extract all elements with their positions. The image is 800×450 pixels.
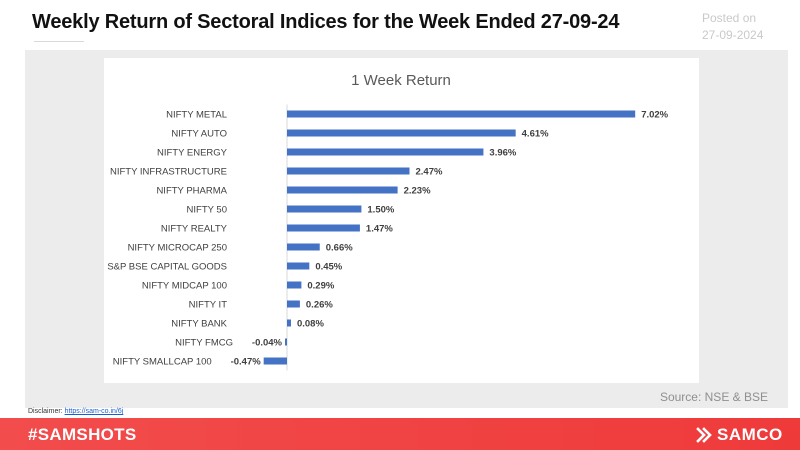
category-label: NIFTY REALTY xyxy=(161,224,228,235)
bar xyxy=(287,319,291,327)
data-label: 0.29% xyxy=(307,281,334,292)
bar xyxy=(287,186,398,194)
category-label: NIFTY PHARMA xyxy=(156,186,227,197)
category-label: S&P BSE CAPITAL GOODS xyxy=(107,262,227,273)
footer-banner: #SAMSHOTS SAMCO xyxy=(0,418,800,450)
data-label: 0.26% xyxy=(306,300,333,311)
page-title: Weekly Return of Sectoral Indices for th… xyxy=(32,11,620,33)
data-label: 1.50% xyxy=(367,205,394,216)
bar xyxy=(287,262,310,270)
data-label: 4.61% xyxy=(522,129,549,140)
title-underline xyxy=(34,41,84,42)
posted-date-block: Posted on 27-09-2024 xyxy=(702,10,763,44)
posted-label: Posted on xyxy=(702,11,757,25)
data-label: 0.08% xyxy=(297,319,324,330)
data-label: 7.02% xyxy=(641,110,668,121)
header: Weekly Return of Sectoral Indices for th… xyxy=(0,0,800,50)
data-label: -0.47% xyxy=(231,357,262,368)
data-label: 3.96% xyxy=(489,148,516,159)
data-label: 0.66% xyxy=(326,243,353,254)
category-label: NIFTY SMALLCAP 100 xyxy=(113,357,212,368)
category-label: NIFTY FMCG xyxy=(175,338,233,349)
category-label: NIFTY BANK xyxy=(171,319,227,330)
brand-logo: SAMCO xyxy=(696,425,783,445)
data-label: -0.04% xyxy=(252,338,283,349)
category-label: NIFTY MIDCAP 100 xyxy=(142,281,227,292)
data-label: 2.23% xyxy=(404,186,431,197)
disclaimer-label: Disclaimer: xyxy=(28,408,63,415)
bar xyxy=(287,243,320,251)
bar xyxy=(287,281,302,289)
category-label: NIFTY MICROCAP 250 xyxy=(128,243,227,254)
disclaimer: Disclaimer: https://sam-co.in/6j xyxy=(28,408,123,415)
bar xyxy=(287,224,360,232)
category-label: NIFTY 50 xyxy=(187,205,227,216)
source-note: Source: NSE & BSE xyxy=(659,390,768,404)
bar xyxy=(287,167,410,175)
brand-name: SAMCO xyxy=(717,425,783,444)
posted-date: 27-09-2024 xyxy=(702,28,764,42)
chart-title: 1 Week Return xyxy=(351,72,451,89)
bar xyxy=(287,205,362,213)
data-label: 1.47% xyxy=(366,224,393,235)
category-label: NIFTY AUTO xyxy=(171,129,227,140)
category-label: NIFTY METAL xyxy=(166,110,227,121)
bar xyxy=(287,300,300,308)
hashtag-label: #SAMSHOTS xyxy=(28,425,137,444)
bar xyxy=(287,148,484,156)
bar xyxy=(287,129,516,137)
bar xyxy=(263,357,287,365)
data-label: 0.45% xyxy=(315,262,342,273)
bars-layer: NIFTY METAL 7.02% NIFTY AUTO 4.61% NIFTY ENE… xyxy=(107,110,668,368)
bar-chart: 1 Week Return NIFTY METAL 7.02% NIFTY AUTO… xyxy=(107,72,669,371)
data-label: 2.47% xyxy=(416,167,443,178)
bar xyxy=(285,338,287,346)
disclaimer-link[interactable]: https://sam-co.in/6j xyxy=(64,408,124,415)
category-label: NIFTY ENERGY xyxy=(157,148,228,159)
samco-logo-icon xyxy=(696,427,712,443)
category-label: NIFTY IT xyxy=(189,300,228,311)
category-label: NIFTY INFRASTRUCTURE xyxy=(110,167,227,178)
chart-card: 1 Week Return NIFTY METAL 7.02% NIFTY AUTO… xyxy=(104,58,699,383)
bar xyxy=(287,110,636,118)
